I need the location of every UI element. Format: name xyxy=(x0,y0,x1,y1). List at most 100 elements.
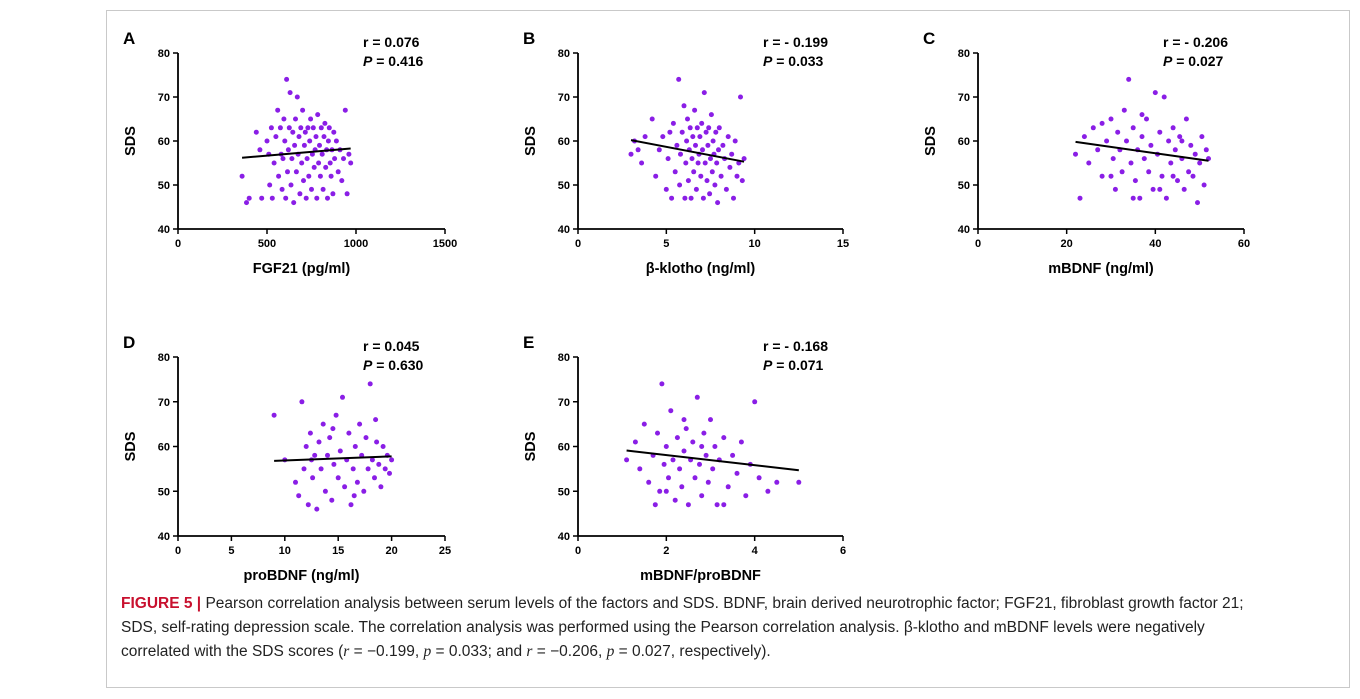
caption-text-3: correlated with the SDS scores ( xyxy=(121,643,344,660)
panel-e-point xyxy=(663,444,669,449)
panel-b-point xyxy=(687,125,693,131)
panel-b-point xyxy=(669,195,675,201)
panel-c-x-tick-label: 40 xyxy=(1149,238,1161,250)
panel-d-p-number: = 0.630 xyxy=(372,357,423,373)
panel-d-fit-line xyxy=(274,455,392,462)
panel-c-y-tick-label: 40 xyxy=(958,224,970,236)
panel-d-point xyxy=(318,466,324,472)
panel-c-point xyxy=(1163,195,1169,201)
panel-a-point xyxy=(277,125,283,131)
panel-e-point xyxy=(708,417,713,423)
panel-c-point xyxy=(1188,142,1194,148)
panel-a-point xyxy=(346,151,352,157)
panel-d-point xyxy=(316,439,322,445)
panel-a-point xyxy=(287,90,293,96)
panel-c-point xyxy=(1152,90,1158,96)
panel-c-point xyxy=(1139,112,1145,118)
panel-d-point xyxy=(352,444,358,449)
panel-d-point xyxy=(346,430,352,436)
panel-b-point xyxy=(649,116,655,122)
panel-c-point xyxy=(1175,178,1180,184)
panel-c-y-tick-label: 70 xyxy=(958,92,970,104)
panel-c-point xyxy=(1081,134,1087,140)
panel-c-p-number: = 0.027 xyxy=(1172,53,1223,69)
panel-a-point xyxy=(303,195,309,201)
panel-c-point xyxy=(1110,156,1116,162)
panel-a-point xyxy=(302,129,308,135)
panel-d-point xyxy=(382,466,388,472)
panel-e-p-symbol: P xyxy=(763,357,773,373)
panel-b-letter: B xyxy=(523,29,535,48)
panel-b-point xyxy=(667,129,673,135)
panel-a-point xyxy=(288,182,294,188)
panel-c-point xyxy=(1121,107,1127,113)
panel-b-point xyxy=(700,147,705,153)
panel-d-point xyxy=(367,381,373,387)
panel-b-point xyxy=(715,200,721,206)
caption-p1-value: = 0.033; and xyxy=(431,643,527,660)
panel-c-point xyxy=(1095,147,1101,153)
panel-a-point xyxy=(286,125,292,131)
panel-e-point xyxy=(697,461,702,467)
panel-a-point xyxy=(309,151,315,157)
panel-b-point xyxy=(723,186,729,192)
panel-b-point xyxy=(656,147,662,153)
panel-d-point xyxy=(325,452,330,458)
panel-a-point xyxy=(318,125,324,131)
panel-d-point xyxy=(337,448,343,454)
panel-e-point xyxy=(681,417,687,423)
panel-a-point xyxy=(319,151,325,157)
panel-b-p-symbol: P xyxy=(763,53,773,69)
panel-a-point xyxy=(328,173,334,179)
panel-a-point xyxy=(327,160,333,166)
caption-text-2: SDS, self-rating depression scale. The c… xyxy=(121,619,1205,636)
panel-a-point xyxy=(294,94,300,100)
panel-e-y-tick-label: 50 xyxy=(558,486,570,498)
panel-e-point xyxy=(685,502,691,508)
panel-d-point xyxy=(376,461,382,467)
panel-b-y-tick-label: 50 xyxy=(558,180,570,192)
panel-c-point xyxy=(1112,186,1118,192)
panel-e-x-tick-label: 0 xyxy=(575,545,581,557)
panel-a-point xyxy=(299,160,305,166)
panel-b-point xyxy=(642,134,648,140)
caption-r1-value: = −0.199, xyxy=(349,643,424,660)
panel-e-x-tick-label: 6 xyxy=(840,545,846,557)
panel-b-point xyxy=(689,156,695,162)
panel-a-point xyxy=(301,178,306,184)
panel-b-point xyxy=(709,169,715,175)
panel-a-point xyxy=(267,182,273,188)
panel-e-x-axis-label: mBDNF/proBDNF xyxy=(640,568,761,584)
panel-e-r-value: r = - 0.168 xyxy=(763,338,828,354)
panel-d-point xyxy=(348,502,354,508)
panel-a-point xyxy=(239,173,245,179)
panel-c-point xyxy=(1172,147,1178,153)
panel-e-point xyxy=(646,479,652,485)
panel-e-point xyxy=(721,502,727,508)
panel-a-point xyxy=(283,195,289,201)
panel-d-point xyxy=(329,497,335,503)
panel-b-y-axis-label: SDS xyxy=(523,126,539,156)
panel-d-x-axis-label: proBDNF (ng/ml) xyxy=(244,568,360,584)
panel-b-point xyxy=(714,160,720,166)
panel-d-y-axis-label: SDS xyxy=(123,431,139,461)
panel-c-point xyxy=(1170,125,1176,131)
panel-e: E 40 50 60 70 80 0 2 4 6 mBDNF/proBDNF SDS r = - 0.1… xyxy=(523,333,846,584)
panel-a-point xyxy=(269,195,275,201)
panel-a-point xyxy=(285,147,291,153)
panel-a-point xyxy=(348,160,354,166)
panel-e-point xyxy=(765,488,771,494)
panel-a-point xyxy=(244,200,249,206)
panel-c-x-axis-label: mBDNF (ng/ml) xyxy=(1048,261,1154,277)
panel-a-x-axis-label: FGF21 (pg/ml) xyxy=(253,261,351,277)
panel-e-point xyxy=(655,430,660,436)
panel-c-point xyxy=(1077,195,1083,201)
panel-d-point xyxy=(354,479,360,485)
panel-c-fit-line xyxy=(1075,140,1209,162)
panel-d-point xyxy=(380,444,386,449)
panel-e-point xyxy=(624,457,630,463)
panel-d-x-tick-label: 0 xyxy=(175,545,181,557)
panel-d-point xyxy=(369,457,375,463)
panel-e-point xyxy=(674,435,680,441)
panel-b-point xyxy=(699,120,705,126)
